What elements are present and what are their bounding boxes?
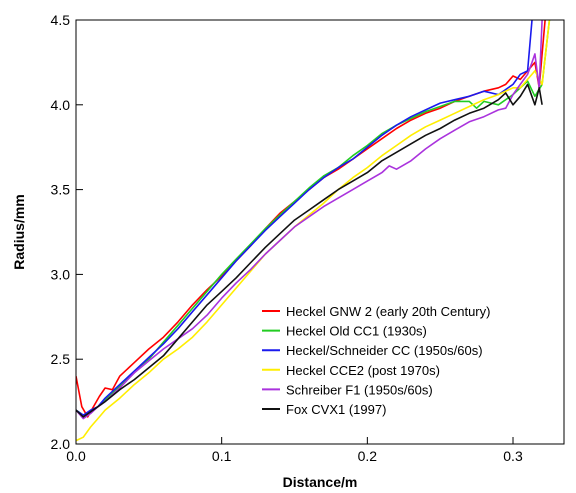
x-tick-label: 0.3 bbox=[503, 448, 523, 464]
legend: Heckel GNW 2 (early 20th Century) Heckel … bbox=[262, 304, 490, 417]
legend-label-6: Fox CVX1 (1997) bbox=[286, 402, 386, 417]
y-axis-title: Radius/mm bbox=[11, 194, 27, 269]
series-layer bbox=[76, 20, 551, 442]
y-tick-label: 3.5 bbox=[51, 182, 71, 198]
legend-label-4: Heckel CCE2 (post 1970s) bbox=[286, 363, 440, 378]
legend-label-2: Heckel Old CC1 (1930s) bbox=[286, 324, 427, 339]
series-line-5 bbox=[76, 20, 543, 420]
x-axis-title: Distance/m bbox=[283, 474, 358, 490]
axes: 0.0 0.1 0.2 0.3 2.0 2.5 3.0 3.5 4.0 4.5 bbox=[51, 12, 565, 464]
x-tick-label: 0.1 bbox=[212, 448, 232, 464]
series-line-3 bbox=[76, 20, 533, 416]
y-tick-label: 2.0 bbox=[51, 436, 71, 452]
legend-label-3: Heckel/Schneider CC (1950s/60s) bbox=[286, 343, 483, 358]
series-line-6 bbox=[76, 83, 543, 418]
y-tick-label: 4.5 bbox=[51, 12, 71, 28]
y-tick-label: 2.5 bbox=[51, 351, 71, 367]
x-tick-label: 0.2 bbox=[358, 448, 378, 464]
y-tick-label: 4.0 bbox=[51, 97, 71, 113]
plot-frame bbox=[75, 19, 565, 445]
series-line-4 bbox=[76, 20, 551, 442]
x-tick-label: 0.0 bbox=[66, 448, 86, 464]
legend-label-1: Heckel GNW 2 (early 20th Century) bbox=[286, 304, 490, 319]
legend-label-5: Schreiber F1 (1950s/60s) bbox=[286, 382, 433, 397]
y-tick-label: 3.0 bbox=[51, 266, 71, 282]
